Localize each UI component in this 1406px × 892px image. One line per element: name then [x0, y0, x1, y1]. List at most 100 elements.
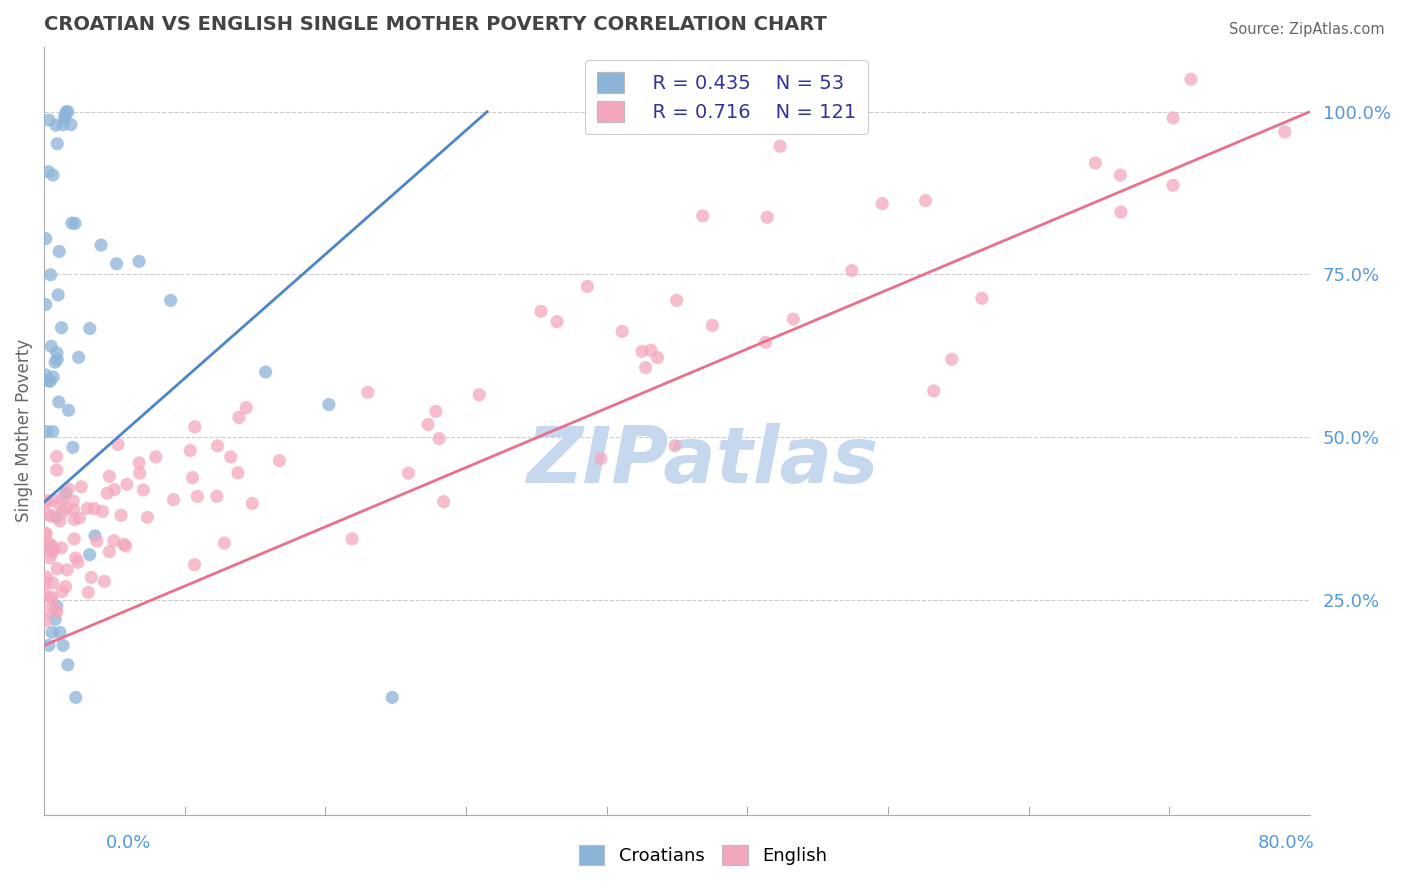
Point — [782, 312, 804, 326]
Point — [114, 539, 136, 553]
Point — [589, 451, 612, 466]
Point — [769, 139, 792, 153]
Point — [91, 504, 114, 518]
Point — [62, 502, 84, 516]
Point — [34, 528, 56, 542]
Point — [67, 511, 90, 525]
Point — [219, 450, 242, 464]
Point — [80, 570, 103, 584]
Point — [41, 575, 63, 590]
Point — [44, 355, 66, 369]
Point — [914, 194, 936, 208]
Point — [56, 104, 79, 119]
Point — [576, 279, 599, 293]
Point — [416, 417, 439, 432]
Point — [46, 605, 69, 619]
Legend:   R = 0.435    N = 53,   R = 0.716    N = 121: R = 0.435 N = 53, R = 0.716 N = 121 — [585, 61, 868, 134]
Point — [226, 466, 249, 480]
Point — [756, 211, 779, 225]
Point — [34, 496, 56, 510]
Point — [112, 537, 135, 551]
Point — [115, 477, 138, 491]
Point — [60, 216, 83, 230]
Point — [56, 563, 79, 577]
Point — [398, 466, 420, 480]
Point — [58, 482, 80, 496]
Point — [96, 486, 118, 500]
Point — [692, 209, 714, 223]
Point — [922, 384, 945, 398]
Point — [39, 539, 62, 553]
Text: 0.0%: 0.0% — [105, 834, 150, 852]
Point — [58, 403, 80, 417]
Point — [67, 351, 90, 365]
Point — [128, 254, 150, 268]
Point — [1274, 125, 1296, 139]
Text: CROATIAN VS ENGLISH SINGLE MOTHER POVERTY CORRELATION CHART: CROATIAN VS ENGLISH SINGLE MOTHER POVERT… — [44, 15, 827, 34]
Point — [35, 526, 58, 541]
Point — [52, 639, 75, 653]
Point — [340, 532, 363, 546]
Point — [52, 505, 75, 519]
Point — [205, 489, 228, 503]
Point — [90, 238, 112, 252]
Point — [55, 104, 77, 119]
Point — [103, 483, 125, 497]
Point — [48, 244, 70, 259]
Point — [48, 498, 70, 512]
Text: Source: ZipAtlas.com: Source: ZipAtlas.com — [1229, 22, 1385, 37]
Point — [39, 268, 62, 282]
Point — [381, 690, 404, 705]
Point — [84, 529, 107, 543]
Point — [664, 439, 686, 453]
Point — [468, 388, 491, 402]
Point — [207, 439, 229, 453]
Point — [45, 450, 67, 464]
Point — [53, 109, 76, 123]
Point — [45, 599, 67, 614]
Point — [634, 360, 657, 375]
Point — [38, 374, 60, 388]
Point — [65, 690, 87, 705]
Point — [66, 555, 89, 569]
Point — [46, 136, 69, 151]
Point — [51, 541, 73, 555]
Point — [41, 591, 63, 605]
Point — [34, 368, 56, 382]
Point — [65, 551, 87, 566]
Point — [432, 494, 454, 508]
Point — [51, 584, 73, 599]
Point — [235, 401, 257, 415]
Point — [357, 385, 380, 400]
Point — [1161, 178, 1184, 193]
Point — [34, 232, 56, 246]
Point — [38, 508, 60, 522]
Point — [62, 441, 84, 455]
Point — [83, 501, 105, 516]
Point — [39, 375, 62, 389]
Point — [41, 542, 63, 557]
Point — [128, 466, 150, 480]
Point — [76, 501, 98, 516]
Point — [55, 486, 77, 500]
Point — [44, 612, 66, 626]
Point — [41, 546, 63, 560]
Point — [49, 625, 72, 640]
Point — [52, 118, 75, 132]
Point — [186, 490, 208, 504]
Point — [79, 548, 101, 562]
Text: ZIPatlas: ZIPatlas — [526, 424, 879, 500]
Point — [51, 491, 73, 505]
Point — [145, 450, 167, 464]
Point — [610, 325, 633, 339]
Point — [425, 404, 447, 418]
Point — [179, 443, 201, 458]
Point — [46, 288, 69, 302]
Point — [98, 469, 121, 483]
Point — [38, 113, 60, 128]
Point — [55, 580, 77, 594]
Point — [45, 463, 67, 477]
Point — [79, 321, 101, 335]
Point — [60, 118, 83, 132]
Point — [1161, 111, 1184, 125]
